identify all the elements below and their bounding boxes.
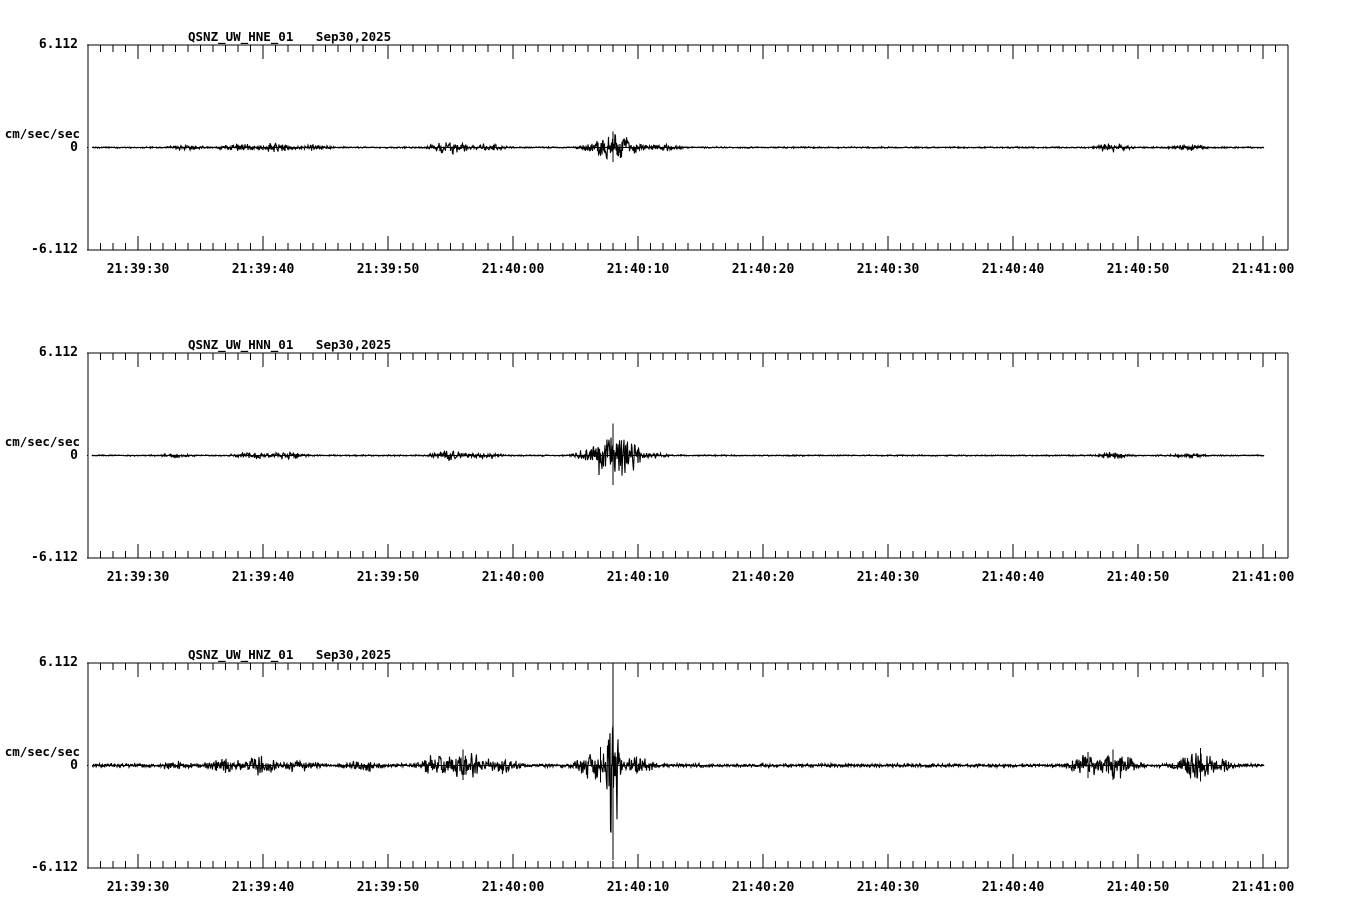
x-axis-ticks — [87, 45, 1289, 250]
y-tick-label-max: 6.112 — [38, 655, 78, 670]
x-tick-label: 21:39:30 — [106, 570, 170, 585]
x-tick-label: 21:40:00 — [481, 262, 545, 277]
waveform-trace — [91, 725, 1265, 833]
x-tick-label: 21:40:30 — [856, 570, 920, 585]
waveform-plot — [87, 662, 1289, 869]
x-tick-label: 21:39:50 — [356, 262, 420, 277]
x-tick-label: 21:41:00 — [1231, 570, 1295, 585]
y-tick-label-min: -6.112 — [31, 550, 78, 565]
x-axis-ticks — [87, 663, 1289, 868]
x-tick-label: 21:40:50 — [1106, 570, 1170, 585]
y-tick-label-zero: 0 — [70, 757, 78, 773]
x-tick-label: 21:39:40 — [231, 880, 295, 895]
x-tick-label: 21:39:30 — [106, 880, 170, 895]
waveform-trace — [91, 437, 1265, 476]
y-tick-label-zero: 0 — [70, 447, 78, 463]
y-tick-label-zero: 0 — [70, 139, 78, 155]
y-axis-units-label: cm/sec/sec — [4, 125, 80, 141]
x-tick-label: 21:40:00 — [481, 570, 545, 585]
panel-title: QSNZ_UW_HNE_01 Sep30,2025 — [188, 29, 392, 44]
x-tick-label: 21:40:50 — [1106, 880, 1170, 895]
x-tick-label: 21:39:40 — [231, 262, 295, 277]
y-tick-label-max: 6.112 — [38, 37, 78, 52]
waveform-plot — [87, 44, 1289, 251]
waveform-plot — [87, 352, 1289, 559]
x-tick-label: 21:40:20 — [731, 570, 795, 585]
x-tick-label: 21:40:10 — [606, 570, 670, 585]
x-tick-label: 21:39:50 — [356, 570, 420, 585]
x-tick-label: 21:40:20 — [731, 262, 795, 277]
waveform-trace — [91, 134, 1265, 160]
x-axis-ticks — [87, 353, 1289, 558]
x-tick-label: 21:39:40 — [231, 570, 295, 585]
x-tick-label: 21:40:20 — [731, 880, 795, 895]
x-tick-label: 21:40:50 — [1106, 262, 1170, 277]
panel-title: QSNZ_UW_HNN_01 Sep30,2025 — [188, 337, 392, 352]
y-axis-units-label: cm/sec/sec — [4, 433, 80, 449]
y-tick-label-max: 6.112 — [38, 345, 78, 360]
x-tick-label: 21:41:00 — [1231, 880, 1295, 895]
x-tick-label: 21:40:30 — [856, 880, 920, 895]
x-tick-label: 21:40:10 — [606, 880, 670, 895]
y-tick-label-min: -6.112 — [31, 860, 78, 875]
x-tick-label: 21:40:40 — [981, 880, 1045, 895]
panel-title: QSNZ_UW_HNZ_01 Sep30,2025 — [188, 647, 392, 662]
x-tick-label: 21:41:00 — [1231, 262, 1295, 277]
x-tick-label: 21:39:30 — [106, 262, 170, 277]
x-tick-label: 21:40:10 — [606, 262, 670, 277]
x-tick-label: 21:40:00 — [481, 880, 545, 895]
x-tick-label: 21:39:50 — [356, 880, 420, 895]
x-tick-label: 21:40:40 — [981, 570, 1045, 585]
x-tick-label: 21:40:40 — [981, 262, 1045, 277]
x-tick-label: 21:40:30 — [856, 262, 920, 277]
y-tick-label-min: -6.112 — [31, 242, 78, 257]
y-axis-units-label: cm/sec/sec — [4, 743, 80, 759]
